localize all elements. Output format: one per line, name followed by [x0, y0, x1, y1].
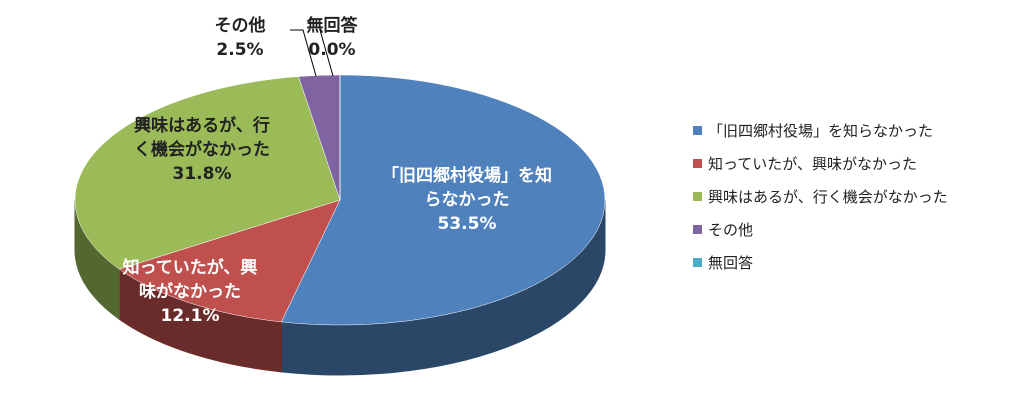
data-label-value: 53.5% — [437, 214, 497, 234]
data-label-category: 興味はあるが、行く機会がなかった — [134, 116, 270, 160]
legend-swatch — [693, 258, 702, 267]
data-label-category: 「旧四郷村役場」を知らなかった — [382, 166, 552, 210]
legend-label: 「旧四郷村役場」を知らなかった — [708, 122, 934, 140]
legend-swatch — [693, 225, 702, 234]
data-label: 「旧四郷村役場」を知らなかった 53.5% — [382, 164, 552, 236]
data-label-value: 31.8% — [172, 164, 232, 184]
legend-label: 興味はあるが、行く機会がなかった — [708, 188, 948, 206]
legend-swatch — [693, 126, 702, 135]
data-label-category: その他 — [214, 16, 266, 36]
data-label: 無回答 0.0% — [287, 14, 377, 62]
data-label-value: 2.5% — [216, 40, 264, 60]
legend-item: 知っていたが、興味がなかった — [693, 153, 917, 174]
leader-line — [290, 29, 317, 77]
leader-line — [319, 29, 334, 77]
legend-swatch — [693, 192, 702, 201]
legend-item: 無回答 — [693, 252, 753, 273]
pie-slice — [74, 76, 341, 270]
data-label-category: 知っていたが、興味がなかった — [122, 258, 258, 302]
data-label-category: 無回答 — [306, 16, 358, 36]
data-label-value: 12.1% — [160, 306, 220, 326]
legend-label: その他 — [708, 221, 754, 239]
legend-item: 興味はあるが、行く機会がなかった — [693, 186, 948, 207]
legend-swatch — [693, 159, 702, 168]
pie-slice — [118, 199, 341, 323]
legend-item: 「旧四郷村役場」を知らなかった — [693, 120, 933, 141]
pie-tops — [74, 74, 606, 326]
data-label: 知っていたが、興味がなかった 12.1% — [115, 256, 265, 328]
data-label-value: 0.0% — [308, 40, 356, 60]
data-label: 興味はあるが、行く機会がなかった 31.8% — [127, 114, 277, 186]
legend-label: 無回答 — [708, 254, 754, 272]
pie-sides — [74, 199, 606, 376]
legend-item: その他 — [693, 219, 753, 240]
data-label: その他 2.5% — [195, 14, 285, 62]
pie-slice — [280, 74, 606, 326]
legend-label: 知っていたが、興味がなかった — [708, 155, 917, 173]
